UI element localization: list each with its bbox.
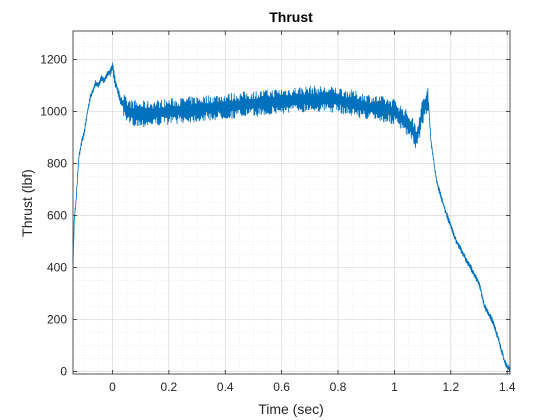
x-tick-label: 1.2: [442, 380, 459, 394]
x-tick-label: 0.2: [161, 380, 178, 394]
x-tick-label: 1.4: [499, 380, 516, 394]
x-tick-label: 0.6: [273, 380, 290, 394]
y-tick-label: 400: [47, 260, 67, 274]
y-tick-label: 1000: [40, 105, 67, 119]
series-layer: [72, 62, 511, 372]
x-tick-label: 0.4: [217, 380, 234, 394]
y-tick-label: 200: [47, 312, 67, 326]
y-tick-label: 0: [60, 364, 67, 378]
x-tick-label: 0: [109, 380, 116, 394]
chart-title: Thrust: [269, 9, 313, 25]
x-tick-label: 0.8: [330, 380, 347, 394]
plot-area: [73, 31, 510, 374]
plot-box: [72, 30, 511, 375]
tick-labels: 0 0.2 0.4 0.6 0.8 1 1.2 1.4 0 200 400 600 800 1000 120…: [40, 53, 516, 394]
x-axis-label: Time (sec): [258, 401, 324, 417]
y-tick-label: 800: [47, 157, 67, 171]
y-tick-label: 600: [47, 208, 67, 222]
thrust-series-line: [72, 62, 511, 372]
y-tick-label: 1200: [40, 53, 67, 67]
x-tick-label: 1: [391, 380, 398, 394]
minor-grid: [73, 31, 510, 374]
y-axis-label: Thrust (lbf): [19, 169, 35, 237]
axis-ticks: [73, 31, 510, 374]
